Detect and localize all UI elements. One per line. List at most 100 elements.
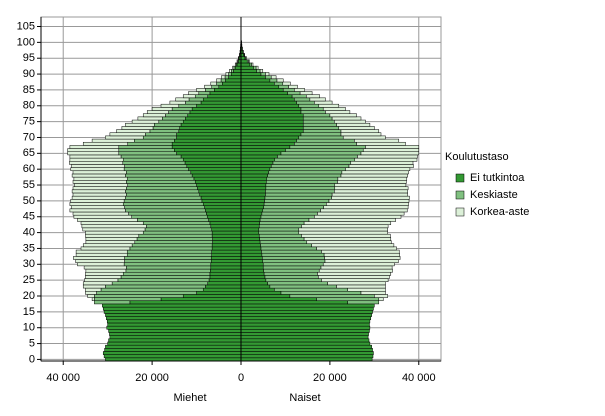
bar-women	[240, 81, 275, 86]
bar-men	[129, 246, 213, 251]
bar-men	[146, 224, 212, 229]
bar-men	[85, 268, 127, 273]
bar-men	[196, 290, 242, 295]
bar-women	[265, 75, 272, 80]
bar-women	[350, 161, 414, 165]
bar-men	[125, 122, 155, 127]
bar-men	[216, 81, 223, 86]
bar-men	[111, 281, 208, 286]
bar-women	[240, 271, 265, 276]
bar-women	[240, 348, 373, 352]
bar-men	[196, 183, 242, 187]
bar-men	[118, 148, 175, 152]
bar-women	[240, 195, 266, 200]
bar-men	[103, 310, 242, 314]
bar-women	[340, 129, 380, 133]
bar-women	[263, 268, 320, 273]
bar-men	[122, 271, 211, 276]
bar-men	[221, 75, 226, 80]
bar-men	[67, 148, 120, 152]
bar-women	[260, 243, 312, 248]
bar-women	[331, 192, 408, 197]
bar-women	[258, 224, 302, 229]
legend-label: Keskiaste	[470, 189, 518, 201]
bar-women	[338, 126, 375, 130]
bar-men	[231, 69, 234, 73]
bar-men	[91, 297, 95, 302]
y-tick-label: 5	[29, 337, 35, 349]
bar-women	[341, 170, 409, 175]
bar-men	[69, 202, 124, 206]
bar-women	[240, 56, 246, 61]
bar-women	[269, 167, 346, 172]
bar-women	[264, 275, 319, 279]
bar-men	[109, 335, 242, 340]
bar-women	[266, 180, 338, 184]
bar-women	[240, 173, 268, 178]
bar-women	[240, 129, 304, 133]
bar-men	[210, 256, 242, 260]
bar-women	[302, 126, 340, 130]
bar-women	[265, 186, 336, 191]
bar-women	[240, 233, 260, 238]
bar-women	[263, 271, 318, 276]
bar-men	[126, 249, 212, 254]
bar-men	[73, 176, 128, 181]
bar-men	[118, 151, 177, 156]
bar-men	[105, 344, 242, 349]
bar-women	[342, 135, 386, 140]
bar-men	[85, 237, 138, 241]
legend-swatch	[455, 190, 465, 200]
bar-men	[73, 214, 132, 219]
bar-women	[269, 284, 337, 289]
bar-men	[208, 218, 242, 222]
bar-men	[202, 287, 242, 292]
bar-men	[228, 72, 232, 76]
bar-men	[85, 290, 97, 295]
bar-women	[306, 240, 392, 244]
bar-men	[165, 113, 188, 118]
bar-men	[126, 176, 195, 181]
bar-women	[289, 294, 375, 298]
bar-women	[240, 170, 269, 175]
bar-men	[233, 69, 242, 73]
bar-women	[340, 173, 408, 178]
bar-women	[296, 100, 315, 105]
bar-men	[205, 88, 215, 92]
legend-label: Ei tutkintoa	[470, 172, 525, 184]
bar-women	[277, 154, 358, 159]
bar-women	[240, 310, 373, 314]
bar-women	[301, 224, 389, 229]
bar-men	[82, 141, 128, 146]
bar-women	[240, 72, 262, 76]
bar-men	[194, 94, 208, 99]
bar-men	[200, 100, 242, 105]
bar-women	[316, 297, 380, 302]
bar-men	[180, 154, 242, 159]
bar-women	[240, 303, 375, 308]
bar-women	[240, 132, 302, 137]
bar-men	[72, 192, 127, 197]
bar-women	[240, 65, 254, 70]
bar-men	[214, 88, 242, 92]
bar-men	[180, 122, 242, 127]
bar-men	[176, 151, 242, 156]
bar-men	[70, 164, 125, 168]
bar-women	[256, 69, 261, 73]
bar-men	[178, 129, 242, 133]
bar-women	[240, 180, 267, 184]
bar-women	[240, 227, 260, 232]
bar-men	[106, 316, 242, 321]
bar-men	[187, 113, 242, 118]
bar-men	[102, 303, 242, 308]
bar-men	[125, 173, 193, 178]
bar-men	[211, 243, 242, 248]
bar-men	[210, 268, 242, 273]
bar-women	[260, 246, 317, 251]
bar-women	[334, 186, 409, 191]
bar-men	[72, 186, 127, 191]
bar-women	[354, 157, 418, 162]
bar-men	[142, 113, 166, 118]
bar-men	[205, 208, 242, 213]
bar-men	[209, 221, 242, 225]
